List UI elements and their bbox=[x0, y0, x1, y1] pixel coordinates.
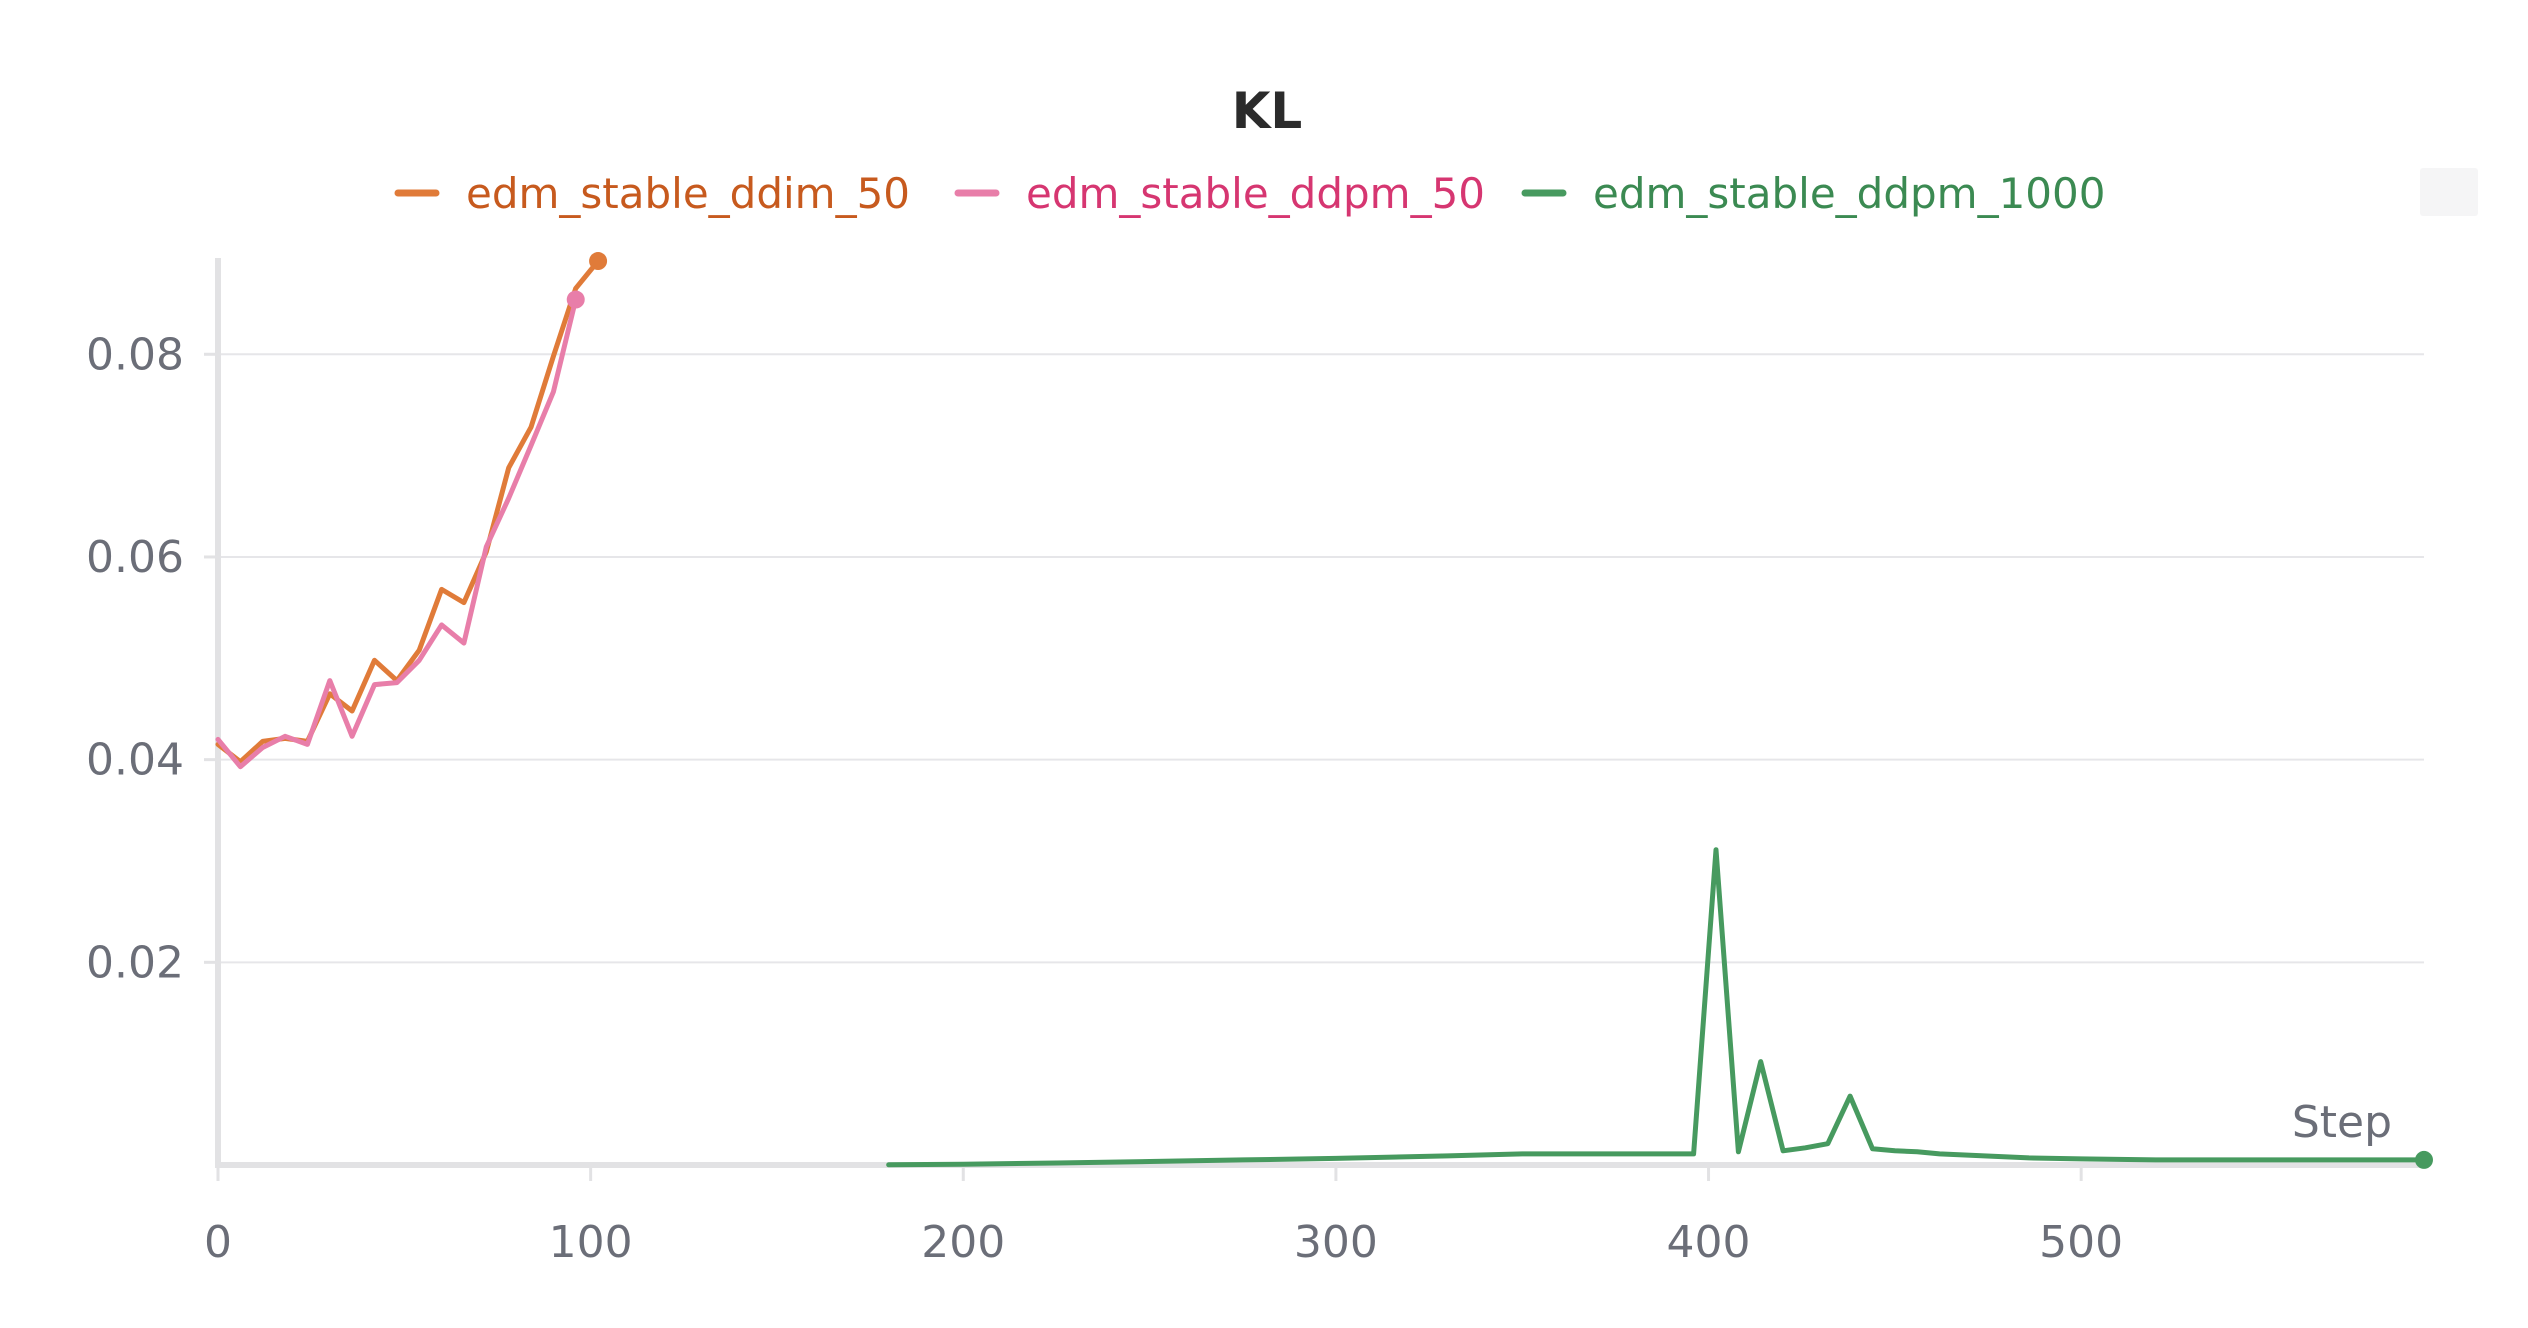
series-endpoint-edm_stable_ddpm_1000 bbox=[2415, 1150, 2433, 1169]
legend-label-edm_stable_ddim_50: edm_stable_ddim_50 bbox=[466, 169, 910, 218]
legend: edm_stable_ddim_50 edm_stable_ddpm_50 edm_… bbox=[394, 169, 2105, 218]
legend-label-edm_stable_ddpm_50: edm_stable_ddpm_50 bbox=[1026, 169, 1485, 218]
x-tick-label: 300 bbox=[1294, 1217, 1378, 1268]
x-tick-label: 100 bbox=[549, 1217, 633, 1268]
x-tick-label: 500 bbox=[2039, 1217, 2123, 1268]
x-axis-label: Step bbox=[2292, 1097, 2392, 1148]
x-tick-label: 200 bbox=[921, 1217, 1005, 1268]
y-tick-label: 0.04 bbox=[86, 735, 184, 786]
y-tick-label: 0.06 bbox=[86, 532, 184, 583]
chart-title: KL bbox=[1232, 82, 1303, 140]
axes: 0.02 0.04 0.06 0.08 0 100 200 300 400 500 bbox=[86, 258, 2424, 1268]
y-tick-label: 0.08 bbox=[86, 329, 184, 380]
series-endpoint-edm_stable_ddim_50 bbox=[589, 252, 608, 271]
series-line-edm_stable_ddpm_50 bbox=[215, 297, 579, 770]
x-tick-label: 0 bbox=[204, 1217, 232, 1268]
x-tick-label: 400 bbox=[1667, 1217, 1751, 1268]
series-line-edm_stable_ddpm_1000 bbox=[886, 847, 2427, 1168]
series-layer bbox=[215, 252, 2433, 1169]
legend-label-edm_stable_ddpm_1000: edm_stable_ddpm_1000 bbox=[1593, 169, 2105, 218]
grid-lines bbox=[218, 353, 2424, 964]
series-line-edm_stable_ddim_50 bbox=[215, 258, 601, 765]
y-tick-label: 0.02 bbox=[86, 937, 184, 988]
legend-scroll-handle[interactable] bbox=[2420, 168, 2478, 216]
series-endpoint-edm_stable_ddpm_50 bbox=[566, 290, 585, 309]
